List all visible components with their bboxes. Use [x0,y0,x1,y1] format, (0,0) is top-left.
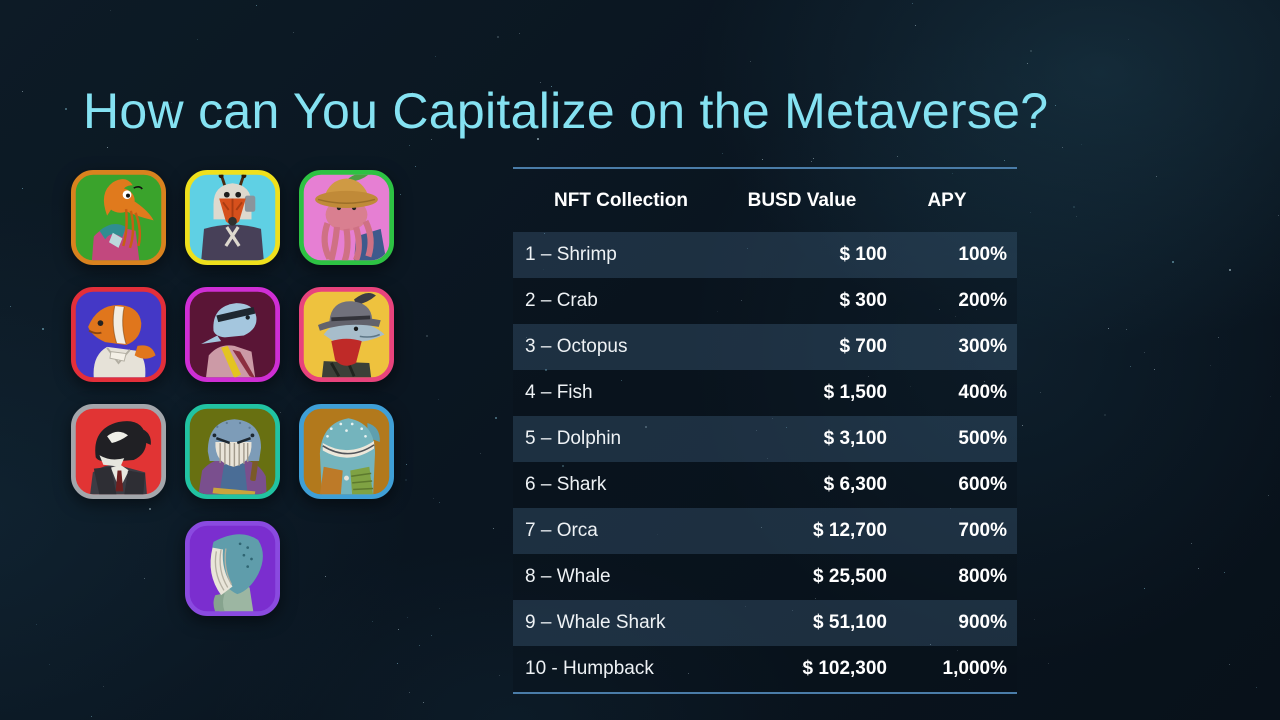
collection-cell: 10 - Humpback [525,658,717,680]
apy-cell: 200% [887,290,1007,312]
nft-avatar-dolphin [185,286,280,383]
nft-collection-table: NFT Collection BUSD Value APY 1 – Shrimp… [513,167,1017,694]
apy-cell: 300% [887,336,1007,358]
nft-avatar-whale-shark [299,403,394,500]
busd-cell: $ 1,500 [717,382,887,404]
nft-avatar-shark [299,286,394,383]
whale-shark-icon [299,403,394,500]
orca-icon [71,403,166,500]
nft-avatar-grid [71,169,394,617]
table-row: 4 – Fish $ 1,500 400% [513,370,1017,416]
nft-avatar-crab [185,169,280,266]
busd-cell: $ 3,100 [717,428,887,450]
octopus-icon [299,169,394,266]
crab-icon [185,169,280,266]
column-header-busd-value: BUSD Value [717,190,887,212]
nft-avatar-humpback [185,520,280,617]
apy-cell: 700% [887,520,1007,542]
fish-icon [71,286,166,383]
whale-icon [185,403,280,500]
table-row: 9 – Whale Shark $ 51,100 900% [513,600,1017,646]
apy-cell: 400% [887,382,1007,404]
nft-avatar-octopus [299,169,394,266]
column-header-nft-collection: NFT Collection [525,190,717,212]
dolphin-icon [185,286,280,383]
busd-cell: $ 51,100 [717,612,887,634]
nft-avatar-orca [71,403,166,500]
collection-cell: 9 – Whale Shark [525,612,717,634]
collection-cell: 3 – Octopus [525,336,717,358]
table-row: 1 – Shrimp $ 100 100% [513,232,1017,278]
collection-cell: 2 – Crab [525,290,717,312]
table-row: 6 – Shark $ 6,300 600% [513,462,1017,508]
busd-cell: $ 6,300 [717,474,887,496]
busd-cell: $ 25,500 [717,566,887,588]
humpback-icon [185,520,280,617]
slide-background: How can You Capitalize on the Metaverse? [0,0,1280,720]
shark-icon [299,286,394,383]
nft-avatar-shrimp [71,169,166,266]
slide-title: How can You Capitalize on the Metaverse? [83,82,1203,140]
table-row: 7 – Orca $ 12,700 700% [513,508,1017,554]
busd-cell: $ 12,700 [717,520,887,542]
collection-cell: 7 – Orca [525,520,717,542]
table-row: 8 – Whale $ 25,500 800% [513,554,1017,600]
collection-cell: 5 – Dolphin [525,428,717,450]
table-row: 5 – Dolphin $ 3,100 500% [513,416,1017,462]
collection-cell: 8 – Whale [525,566,717,588]
busd-cell: $ 700 [717,336,887,358]
nft-avatar-whale [185,403,280,500]
apy-cell: 600% [887,474,1007,496]
collection-cell: 4 – Fish [525,382,717,404]
collection-cell: 1 – Shrimp [525,244,717,266]
nft-avatar-fish [71,286,166,383]
apy-cell: 500% [887,428,1007,450]
table-bottom-rule [513,692,1017,694]
busd-cell: $ 100 [717,244,887,266]
apy-cell: 1,000% [887,658,1007,680]
apy-cell: 800% [887,566,1007,588]
table-row: 10 - Humpback $ 102,300 1,000% [513,646,1017,692]
table-row: 2 – Crab $ 300 200% [513,278,1017,324]
column-header-apy: APY [887,190,1007,212]
apy-cell: 100% [887,244,1007,266]
table-row: 3 – Octopus $ 700 300% [513,324,1017,370]
apy-cell: 900% [887,612,1007,634]
busd-cell: $ 300 [717,290,887,312]
busd-cell: $ 102,300 [717,658,887,680]
shrimp-icon [71,169,166,266]
table-header-row: NFT Collection BUSD Value APY [513,169,1017,232]
collection-cell: 6 – Shark [525,474,717,496]
